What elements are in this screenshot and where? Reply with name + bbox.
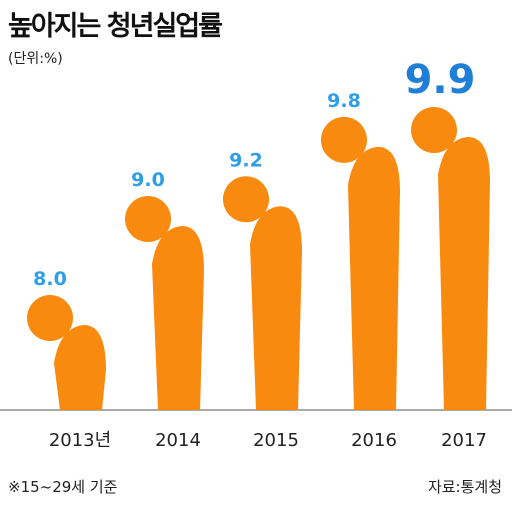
- x-tick-label-2017: 2017: [441, 430, 487, 451]
- bar-figure-body-2013년: [54, 325, 106, 410]
- x-tick-label-2014: 2014: [155, 430, 201, 451]
- bar-figure-head-2014: [125, 196, 171, 243]
- bar-figure-body-2017: [438, 137, 490, 410]
- bar-figure-body-2014: [152, 226, 204, 410]
- bar-figure-head-2016: [321, 116, 367, 163]
- data-label-2013년: 8.0: [33, 268, 67, 290]
- x-tick-label-2013년: 2013년: [49, 430, 111, 451]
- footnote: ※15~29세 기준: [8, 478, 118, 496]
- x-tick-label-2015: 2015: [253, 430, 299, 451]
- bar-figure-head-2015: [223, 176, 269, 223]
- bar-figure-head-2017: [411, 107, 457, 153]
- x-tick-label-2016: 2016: [351, 430, 397, 451]
- bar-figure-body-2015: [250, 206, 302, 410]
- source-label: 자료:통계청: [427, 478, 502, 496]
- data-label-2015: 9.2: [229, 149, 263, 171]
- bar-figure-body-2016: [348, 146, 400, 411]
- bar-figure-head-2013년: [27, 295, 73, 341]
- chart-title: 높아지는 청년실업률: [8, 11, 223, 42]
- data-label-2017: 9.9: [405, 57, 476, 103]
- data-label-2014: 9.0: [131, 169, 165, 191]
- unit-label: (단위:%): [8, 51, 63, 67]
- data-label-2016: 9.8: [327, 90, 361, 112]
